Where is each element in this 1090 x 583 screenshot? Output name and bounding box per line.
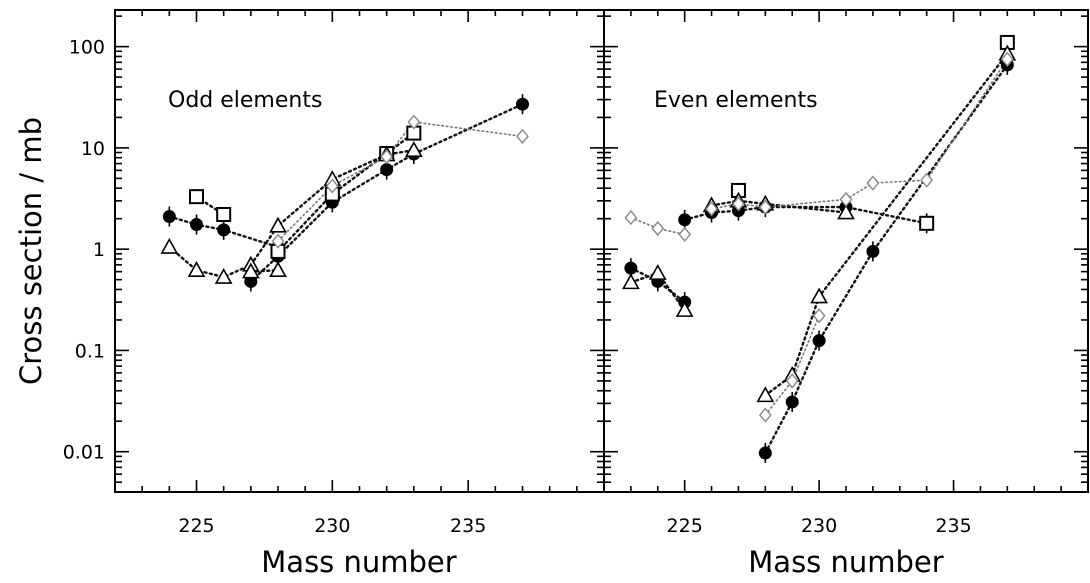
ticks-odd bbox=[115, 10, 604, 493]
panel-odd-elements: Odd elements 225 230 235 0.01 0.1 1 10 100 Mas… bbox=[14, 9, 605, 579]
series-line bbox=[168, 215, 280, 249]
data-point-open-triangle bbox=[756, 386, 775, 403]
data-point-open-diamond bbox=[325, 178, 339, 194]
data-point-open-diamond bbox=[651, 220, 665, 237]
data-point-filled-circle bbox=[380, 163, 394, 177]
data-point-filled-circle bbox=[678, 213, 692, 227]
data-point-open-triangle bbox=[187, 261, 206, 277]
data-point-open-triangle bbox=[675, 300, 694, 317]
y-tick-label: 0.1 bbox=[75, 340, 105, 362]
data-point-open-diamond bbox=[812, 308, 826, 324]
data-point-open-triangle bbox=[269, 216, 287, 233]
data-point-open-triangle bbox=[622, 273, 640, 290]
y-axis-label: Cross section / mb bbox=[14, 117, 48, 385]
series-line bbox=[276, 131, 415, 253]
x-tick-label: 225 bbox=[667, 515, 703, 537]
data-point-filled-circle bbox=[162, 210, 176, 224]
data-point-open-diamond bbox=[758, 199, 772, 215]
data-point-open-diamond bbox=[516, 128, 529, 144]
x-axis-label-odd: Mass number bbox=[261, 545, 456, 578]
data-point-open-triangle bbox=[837, 203, 855, 220]
data-point-filled-circle bbox=[624, 261, 638, 275]
y-tick-label: 100 bbox=[69, 37, 105, 59]
data-point-open-diamond bbox=[271, 233, 285, 249]
series-line bbox=[764, 52, 1009, 397]
series-line bbox=[764, 314, 820, 416]
data-point-open-diamond bbox=[866, 175, 880, 191]
series-line bbox=[249, 102, 524, 283]
x-tick-label: 230 bbox=[314, 515, 350, 537]
data-point-open-diamond bbox=[380, 149, 394, 165]
data-point-open-diamond bbox=[785, 373, 799, 389]
data-point-open-diamond bbox=[839, 191, 853, 207]
data-point-filled-circle bbox=[758, 446, 772, 460]
data-point-open-triangle bbox=[810, 287, 828, 304]
x-tick-label: 235 bbox=[450, 515, 486, 537]
data-point-filled-circle bbox=[217, 223, 231, 237]
panel-title-odd: Odd elements bbox=[168, 88, 322, 113]
data-point-open-square bbox=[919, 215, 935, 231]
data-point-open-triangle bbox=[269, 261, 287, 277]
x-tick-label: 225 bbox=[178, 515, 214, 537]
panel-even-elements: Even elements 225 230 235 Mass number bbox=[603, 9, 1089, 579]
y-tick-label: 10 bbox=[81, 138, 105, 160]
data-point-open-diamond bbox=[920, 172, 934, 188]
data-point-open-diamond bbox=[758, 407, 772, 423]
y-tick-label: 0.01 bbox=[63, 442, 105, 464]
y-tick-label: 1 bbox=[93, 239, 105, 261]
data-point-open-diamond bbox=[624, 210, 638, 226]
x-tick-labels-odd: 225 230 235 bbox=[178, 515, 486, 537]
data-point-open-triangle bbox=[160, 237, 179, 254]
data-point-open-triangle bbox=[404, 141, 423, 157]
data-point-open-triangle bbox=[214, 267, 233, 284]
data-point-open-triangle bbox=[241, 262, 260, 279]
data-point-open-diamond bbox=[407, 114, 421, 130]
series-line bbox=[764, 63, 1009, 455]
data-point-filled-circle bbox=[190, 218, 203, 232]
series-line bbox=[710, 199, 848, 214]
ticks-even bbox=[604, 10, 1088, 493]
data-points-even bbox=[622, 34, 1017, 464]
data-point-filled-circle bbox=[785, 395, 799, 409]
data-point-open-triangle bbox=[648, 263, 667, 280]
data-point-open-diamond bbox=[705, 201, 718, 217]
data-point-filled-circle bbox=[516, 97, 529, 111]
x-axis-label-even: Mass number bbox=[748, 545, 943, 578]
x-tick-label: 235 bbox=[935, 515, 971, 537]
data-point-open-diamond bbox=[732, 196, 745, 212]
y-tick-labels: 0.01 0.1 1 10 100 bbox=[63, 37, 105, 464]
data-point-filled-circle bbox=[866, 244, 880, 258]
x-tick-labels-even: 225 230 235 bbox=[667, 515, 972, 537]
data-point-open-square bbox=[216, 206, 232, 222]
data-point-filled-circle bbox=[812, 334, 826, 348]
data-point-open-diamond bbox=[1000, 51, 1014, 67]
data-points-odd bbox=[160, 94, 529, 292]
data-point-open-diamond bbox=[678, 226, 692, 242]
x-tick-label: 230 bbox=[801, 515, 837, 537]
panel-title-even: Even elements bbox=[654, 88, 818, 113]
data-point-open-square bbox=[189, 189, 204, 205]
